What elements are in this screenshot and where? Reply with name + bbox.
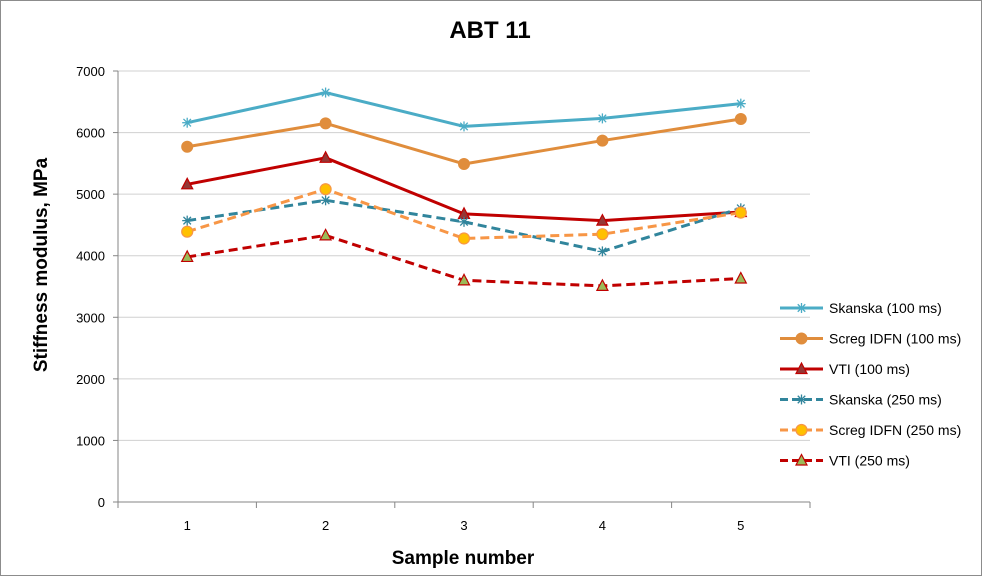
series-line: [186, 198, 742, 253]
x-tick-label: 1: [184, 518, 191, 533]
star-stroke: [321, 196, 330, 205]
legend-label: VTI (250 ms): [829, 453, 910, 469]
data-point: [320, 195, 331, 206]
star-stroke: [598, 247, 607, 256]
y-tick-label: 2000: [76, 372, 105, 387]
data-point: [795, 361, 808, 375]
x-tick-labels: 1 2 3 4 5: [184, 518, 745, 533]
data-point: [181, 225, 194, 238]
data-point: [180, 249, 194, 263]
y-axis-title: Stiffness modulus, MPa: [31, 157, 52, 372]
legend-label: Skanska (100 ms): [829, 300, 942, 316]
data-point: [595, 278, 609, 291]
star-stroke: [182, 216, 192, 225]
y-tick-label: 3000: [76, 310, 105, 325]
data-point: [597, 246, 608, 257]
data-point: [182, 117, 193, 128]
x-tick-label: 5: [737, 518, 744, 533]
data-point: [597, 113, 608, 124]
data-point: [459, 216, 469, 227]
star-stroke: [459, 217, 469, 227]
data-point: [596, 228, 609, 241]
series-line: [186, 91, 741, 128]
data-point: [181, 140, 194, 153]
star-stroke: [736, 99, 746, 108]
data-point: [795, 423, 808, 437]
data-point: [796, 303, 807, 313]
data-point: [459, 121, 469, 132]
data-point: [796, 394, 807, 405]
data-point: [320, 87, 331, 98]
y-tick-label: 0: [98, 495, 105, 510]
data-point: [180, 176, 194, 190]
series-line: [186, 187, 742, 240]
y-tick-label: 1000: [76, 433, 105, 448]
x-tick-label: 2: [322, 518, 329, 533]
star-stroke: [459, 122, 469, 131]
y-tick-label: 7000: [76, 64, 105, 79]
star-stroke: [182, 118, 192, 127]
star-stroke: [321, 88, 330, 97]
data-point: [734, 206, 747, 219]
data-point: [319, 150, 333, 163]
legend-label: VTI (100 ms): [829, 361, 910, 377]
data-point: [595, 213, 609, 226]
y-tick-label: 5000: [76, 187, 105, 202]
data-point: [457, 273, 471, 286]
data-point: [734, 271, 748, 284]
data-point: [319, 117, 332, 130]
series-group: [180, 87, 748, 291]
y-tick-label: 4000: [76, 249, 105, 264]
x-tick-label: 4: [599, 518, 606, 533]
legend-label: Skanska (250 ms): [829, 392, 942, 408]
x-tick-label: 3: [460, 518, 467, 533]
star-stroke: [797, 303, 806, 313]
legend: Skanska (100 ms) Screg IDFN (100 ms) VTI (…: [780, 300, 961, 469]
data-point: [319, 183, 332, 196]
y-tick-label: 6000: [76, 126, 105, 141]
grid-lines: [118, 70, 810, 441]
axes: [113, 70, 811, 508]
data-point: [795, 332, 808, 345]
chart-title: ABT 11: [449, 17, 530, 44]
data-point: [458, 157, 470, 170]
data-point: [319, 228, 333, 241]
data-point: [734, 113, 747, 126]
data-point: [182, 215, 193, 226]
data-point: [457, 232, 471, 245]
x-axis-title: Sample number: [392, 548, 535, 569]
legend-label: Screg IDFN (100 ms): [829, 331, 961, 347]
data-point: [596, 134, 609, 147]
y-tick-labels: 0 1000 2000 3000 4000 5000 6000 7000: [76, 64, 105, 510]
legend-label: Screg IDFN (250 ms): [829, 422, 961, 438]
data-point: [735, 98, 746, 109]
star-stroke: [797, 395, 806, 404]
data-point: [795, 453, 808, 466]
star-stroke: [598, 114, 607, 123]
